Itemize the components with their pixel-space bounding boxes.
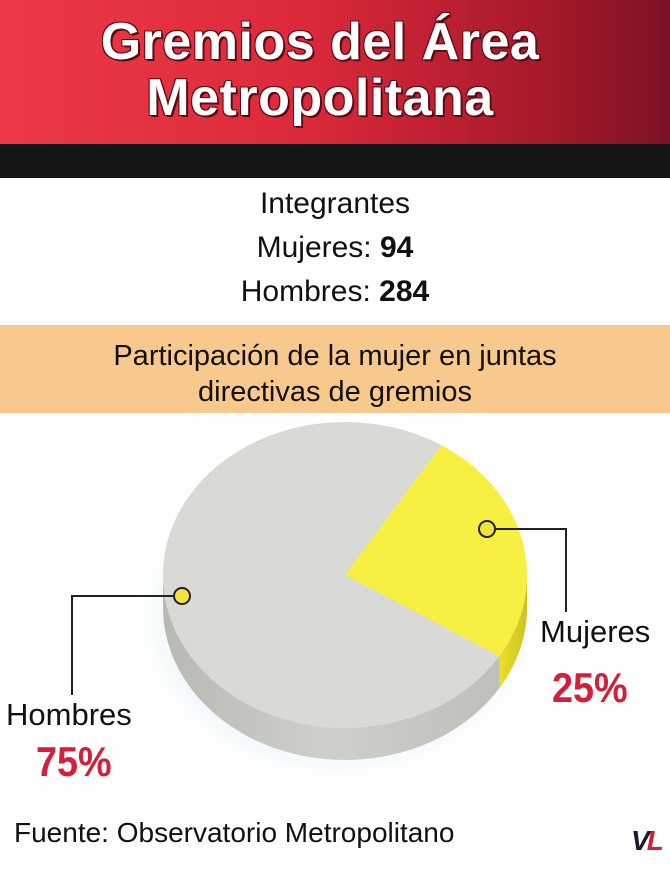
page-title: Gremios del Área Metropolitana — [0, 14, 640, 126]
header-banner — [0, 0, 670, 144]
marker-hombres — [173, 587, 191, 605]
label-mujeres: Mujeres — [540, 614, 651, 649]
subtitle-line-1: Participación de la mujer en juntas — [113, 340, 557, 372]
leader-line-hombres — [71, 595, 182, 695]
stats-women-row: Mujeres: 94 — [0, 226, 670, 270]
pie-slice-mujeres — [345, 445, 527, 657]
divider-bar — [0, 144, 670, 178]
subtitle-line-2: directivas de gremios — [198, 376, 472, 408]
chart-subtitle: Participación de la mujer en juntas dire… — [0, 338, 670, 410]
men-label: Hombres: — [240, 275, 371, 308]
pct-mujeres: 25% — [552, 664, 628, 711]
pie-side-hombres — [163, 575, 527, 760]
men-count: 284 — [379, 275, 430, 308]
source-note: Fuente: Observatorio Metropolitano — [14, 817, 455, 848]
title-line-2: Metropolitana — [146, 69, 494, 127]
leader-line-mujeres — [487, 528, 567, 612]
women-label: Mujeres: — [256, 231, 372, 264]
pie-slice-hombres — [163, 421, 500, 728]
label-hombres: Hombres — [6, 697, 132, 732]
stats-men-row: Hombres: 284 — [0, 270, 670, 314]
pie-side-mujeres — [499, 575, 527, 689]
publisher-logo: VL — [631, 825, 664, 856]
subtitle-banner — [0, 325, 670, 413]
pct-hombres: 75% — [36, 738, 112, 785]
stats-heading: Integrantes — [259, 187, 411, 220]
title-line-1: Gremios del Área — [100, 13, 540, 71]
members-stats: Integrantes Mujeres: 94 Hombres: 284 — [0, 182, 670, 314]
marker-mujeres — [478, 520, 496, 538]
women-count: 94 — [380, 231, 414, 264]
